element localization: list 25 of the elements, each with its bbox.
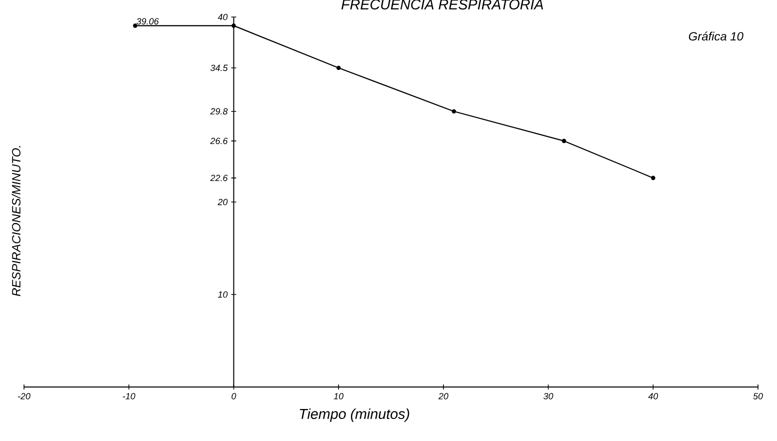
point <box>452 109 456 114</box>
x-tick-label: 10 <box>334 393 344 400</box>
x-tick-label: 20 <box>438 393 448 400</box>
y-tick-label: 10 <box>218 291 228 298</box>
x-tick-label: -10 <box>122 393 136 400</box>
y-tick-label: 26.6 <box>210 138 228 144</box>
x-tick-label: 50 <box>753 393 763 400</box>
x-tick-label: 40 <box>648 393 658 400</box>
x-tick-label: 30 <box>544 393 554 400</box>
x-axis-title: Tiempo (minutos) <box>300 408 410 422</box>
x-tick-label: 0 <box>232 393 236 400</box>
y-tick-label: 34.5 <box>210 64 228 72</box>
y-axis-title: RESPIRACIONES/MINUTO. <box>12 146 20 296</box>
y-tick-label: 29.8 <box>210 108 228 115</box>
y-tick-label: 20 <box>218 198 228 206</box>
point <box>133 24 138 28</box>
y-tick-label: 40 <box>218 14 228 20</box>
x-tick-label: -20 <box>18 393 30 400</box>
point <box>651 176 656 180</box>
y-tick-label: 22.6 <box>210 174 228 182</box>
point <box>232 24 236 28</box>
annotation: 39.06 <box>136 18 159 24</box>
annotation: Gráfica 10 <box>688 32 744 41</box>
point <box>562 138 566 144</box>
point <box>336 66 341 70</box>
